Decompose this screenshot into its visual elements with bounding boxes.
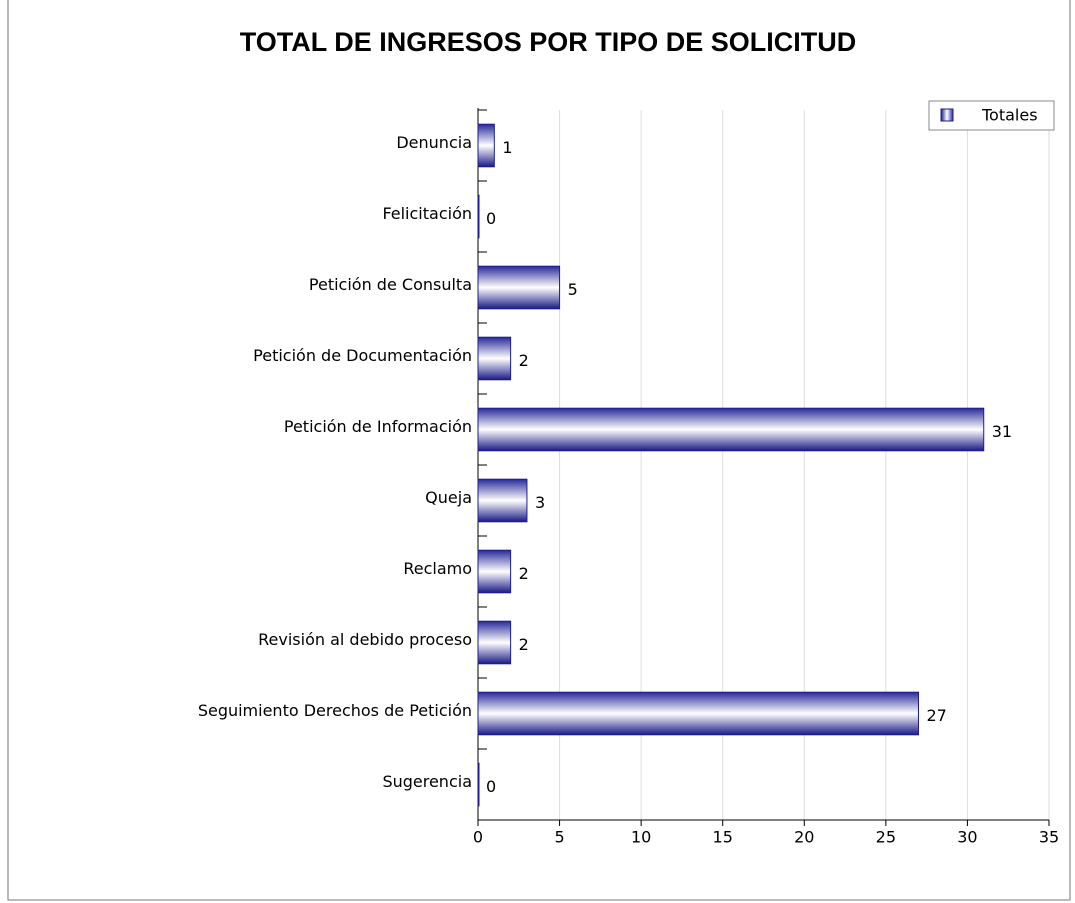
- legend-swatch: [940, 108, 954, 122]
- value-label: 27: [926, 706, 946, 725]
- legend-label: Totales: [981, 106, 1038, 125]
- bar: [477, 691, 919, 736]
- x-tick-label: 0: [473, 828, 483, 847]
- value-label: 31: [992, 422, 1012, 441]
- y-tick-label: Petición de Documentación: [253, 346, 472, 365]
- bar: [477, 123, 495, 168]
- bar: [477, 265, 561, 310]
- bar: [477, 336, 512, 381]
- y-tick-label: Sugerencia: [382, 772, 472, 791]
- y-tick-label: Seguimiento Derechos de Petición: [198, 701, 472, 720]
- y-tick-label: Revisión al debido proceso: [258, 630, 472, 649]
- y-tick-label: Queja: [425, 488, 472, 507]
- x-tick-label: 25: [876, 828, 896, 847]
- y-tick-label: Reclamo: [403, 559, 472, 578]
- chart-title: TOTAL DE INGRESOS POR TIPO DE SOLICITUD: [240, 27, 857, 57]
- value-label: 1: [502, 138, 512, 157]
- frame: [7, 0, 1071, 901]
- value-label: 2: [519, 564, 529, 583]
- bar: [477, 194, 480, 239]
- y-tick-label: Petición de Información: [284, 417, 472, 436]
- x-tick-label: 35: [1039, 828, 1059, 847]
- x-tick-label: 20: [794, 828, 814, 847]
- x-tick-label: 5: [554, 828, 564, 847]
- y-tick-label: Denuncia: [396, 133, 472, 152]
- y-tick-label: Felicitación: [382, 204, 472, 223]
- value-label: 3: [535, 493, 545, 512]
- bar: [477, 762, 480, 807]
- x-tick-label: 30: [957, 828, 977, 847]
- y-tick-label: Petición de Consulta: [309, 275, 472, 294]
- value-label: 2: [519, 351, 529, 370]
- x-tick-label: 10: [631, 828, 651, 847]
- value-label: 0: [486, 209, 496, 228]
- bar: [477, 407, 985, 452]
- bar: [477, 549, 512, 594]
- bar: [477, 620, 512, 665]
- bar: [477, 478, 528, 523]
- value-label: 0: [486, 777, 496, 796]
- value-label: 5: [568, 280, 578, 299]
- x-tick-label: 15: [713, 828, 733, 847]
- value-label: 2: [519, 635, 529, 654]
